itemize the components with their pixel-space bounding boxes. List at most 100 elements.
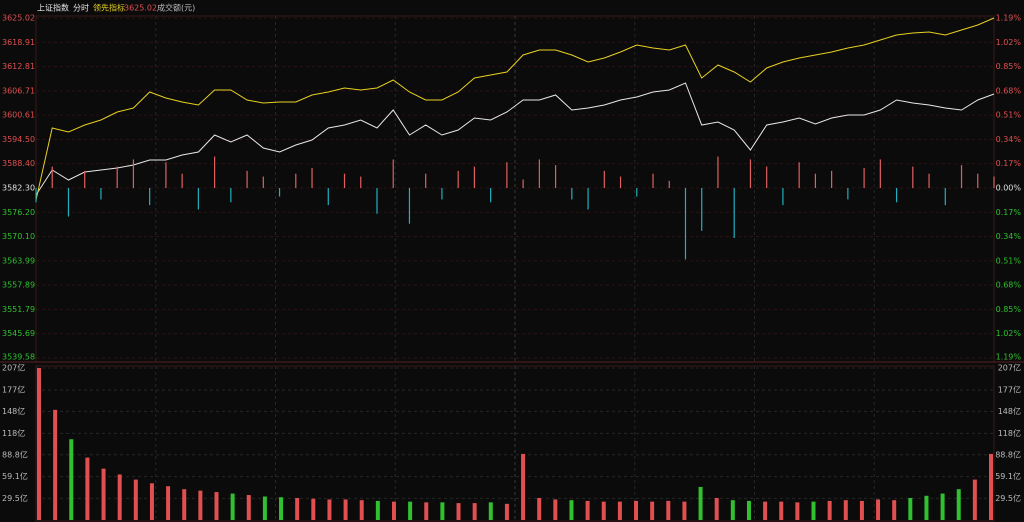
y2-tick-label: 1.02%: [996, 38, 1022, 47]
y-tick-label-right: 59.1亿: [995, 471, 1021, 481]
y2-tick-label: 0.85%: [996, 305, 1022, 314]
y2-tick-label: 0.51%: [996, 256, 1022, 265]
y-tick-label: 88.8亿: [2, 449, 28, 459]
volume-bar: [698, 486, 703, 520]
volume-bar: [989, 453, 993, 520]
y2-tick-label: 1.19%: [996, 14, 1022, 23]
volume-bar: [262, 496, 267, 520]
volume-bar: [488, 502, 493, 520]
volume-bar: [763, 501, 768, 520]
y-tick-label: 3563.99: [2, 256, 35, 265]
volume-bar: [279, 497, 284, 520]
volume-bar: [714, 497, 719, 520]
volume-bar: [779, 501, 784, 520]
volume-bar: [85, 457, 90, 520]
y-tick-label: 3582.30: [2, 184, 35, 193]
y-tick-label: 148亿: [2, 406, 25, 416]
y2-tick-label: 0.85%: [996, 62, 1022, 71]
volume-bar: [246, 495, 251, 520]
volume-bar: [827, 500, 832, 520]
volume-bar: [117, 474, 122, 520]
volume-bar: [408, 501, 413, 520]
volume-bar: [472, 503, 477, 520]
volume-bar: [166, 486, 171, 520]
price-line: [35, 17, 995, 201]
volume-bar: [295, 497, 300, 520]
y-tick-label: 3612.81: [2, 62, 35, 71]
volume-bar: [375, 500, 380, 520]
y2-tick-label: 0.17%: [996, 159, 1022, 168]
y-tick-label: 3588.40: [2, 159, 35, 168]
volume-bar: [843, 500, 848, 520]
volume-bar: [214, 492, 219, 520]
mode-label: 分时: [73, 3, 89, 13]
y-tick-label: 3551.79: [2, 305, 35, 314]
volume-bar: [182, 489, 187, 520]
volume-bar: [650, 501, 655, 520]
y-tick-label: 29.5亿: [2, 493, 28, 503]
y-tick-label: 3600.61: [2, 111, 35, 120]
y-tick-label: 3576.20: [2, 208, 35, 217]
volume-bar: [956, 489, 961, 520]
y2-tick-label: 0.34%: [996, 135, 1022, 144]
y-tick-label-right: 207亿: [998, 363, 1021, 373]
y2-tick-label: 0.68%: [996, 281, 1022, 290]
y2-tick-label: 1.02%: [996, 329, 1022, 338]
y-tick-label: 3594.50: [2, 135, 35, 144]
volume-bar: [359, 500, 364, 520]
indicator-value: 3625.02: [124, 4, 157, 13]
y-tick-label-right: 118亿: [998, 428, 1021, 438]
y2-tick-label: 1.19%: [996, 353, 1022, 362]
y-tick-label: 3570.10: [2, 232, 35, 241]
volume-bar: [859, 500, 864, 520]
y-tick-label: 3625.02: [2, 14, 35, 23]
volume-bar: [504, 503, 509, 520]
volume-bar: [343, 499, 348, 520]
volume-frame: [35, 365, 995, 522]
y-tick-label: 3618.91: [2, 38, 35, 47]
y-tick-label: 118亿: [2, 428, 25, 438]
y-tick-label: 3606.71: [2, 86, 35, 95]
volume-bar: [585, 500, 590, 520]
volume-bar: [456, 503, 461, 520]
volume-bar: [37, 368, 41, 520]
index-name: 上证指数: [37, 3, 69, 13]
volume-bar: [101, 468, 106, 520]
y-tick-label-right: 29.5亿: [995, 493, 1021, 503]
volume-bar: [730, 500, 735, 520]
volume-bar: [682, 501, 687, 520]
volume-bar: [327, 499, 332, 520]
y-tick-label: 3545.69: [2, 329, 35, 338]
volume-bar: [133, 479, 138, 520]
volume-bar: [553, 499, 558, 520]
volume-bar: [69, 439, 74, 520]
y-tick-label: 177亿: [2, 385, 25, 395]
price-line: [35, 82, 995, 196]
y2-tick-label: 0.00%: [996, 184, 1022, 193]
volume-bar: [811, 501, 816, 520]
volume-bar: [876, 499, 881, 520]
volume-bar: [230, 493, 235, 520]
volume-bar: [198, 490, 203, 520]
volume-bar: [634, 500, 639, 520]
y2-tick-label: 0.17%: [996, 208, 1022, 217]
volume-bar: [924, 495, 929, 520]
y-tick-label: 3539.58: [2, 353, 35, 362]
volume-bar: [601, 501, 606, 520]
volume-bar: [440, 502, 445, 520]
y-tick-label: 59.1亿: [2, 471, 28, 481]
volume-bar: [311, 498, 316, 520]
volume-bar: [940, 493, 945, 520]
y2-tick-label: 0.51%: [996, 111, 1022, 120]
y-tick-label: 3557.89: [2, 281, 35, 290]
y-tick-label-right: 88.8亿: [995, 449, 1021, 459]
volume-bar: [149, 483, 154, 520]
y2-tick-label: 0.68%: [996, 86, 1022, 95]
volume-bar: [521, 453, 526, 520]
volume-bar: [424, 502, 429, 520]
y-tick-label: 207亿: [2, 363, 25, 373]
y-tick-label-right: 177亿: [998, 385, 1021, 395]
volume-bar: [53, 409, 58, 520]
